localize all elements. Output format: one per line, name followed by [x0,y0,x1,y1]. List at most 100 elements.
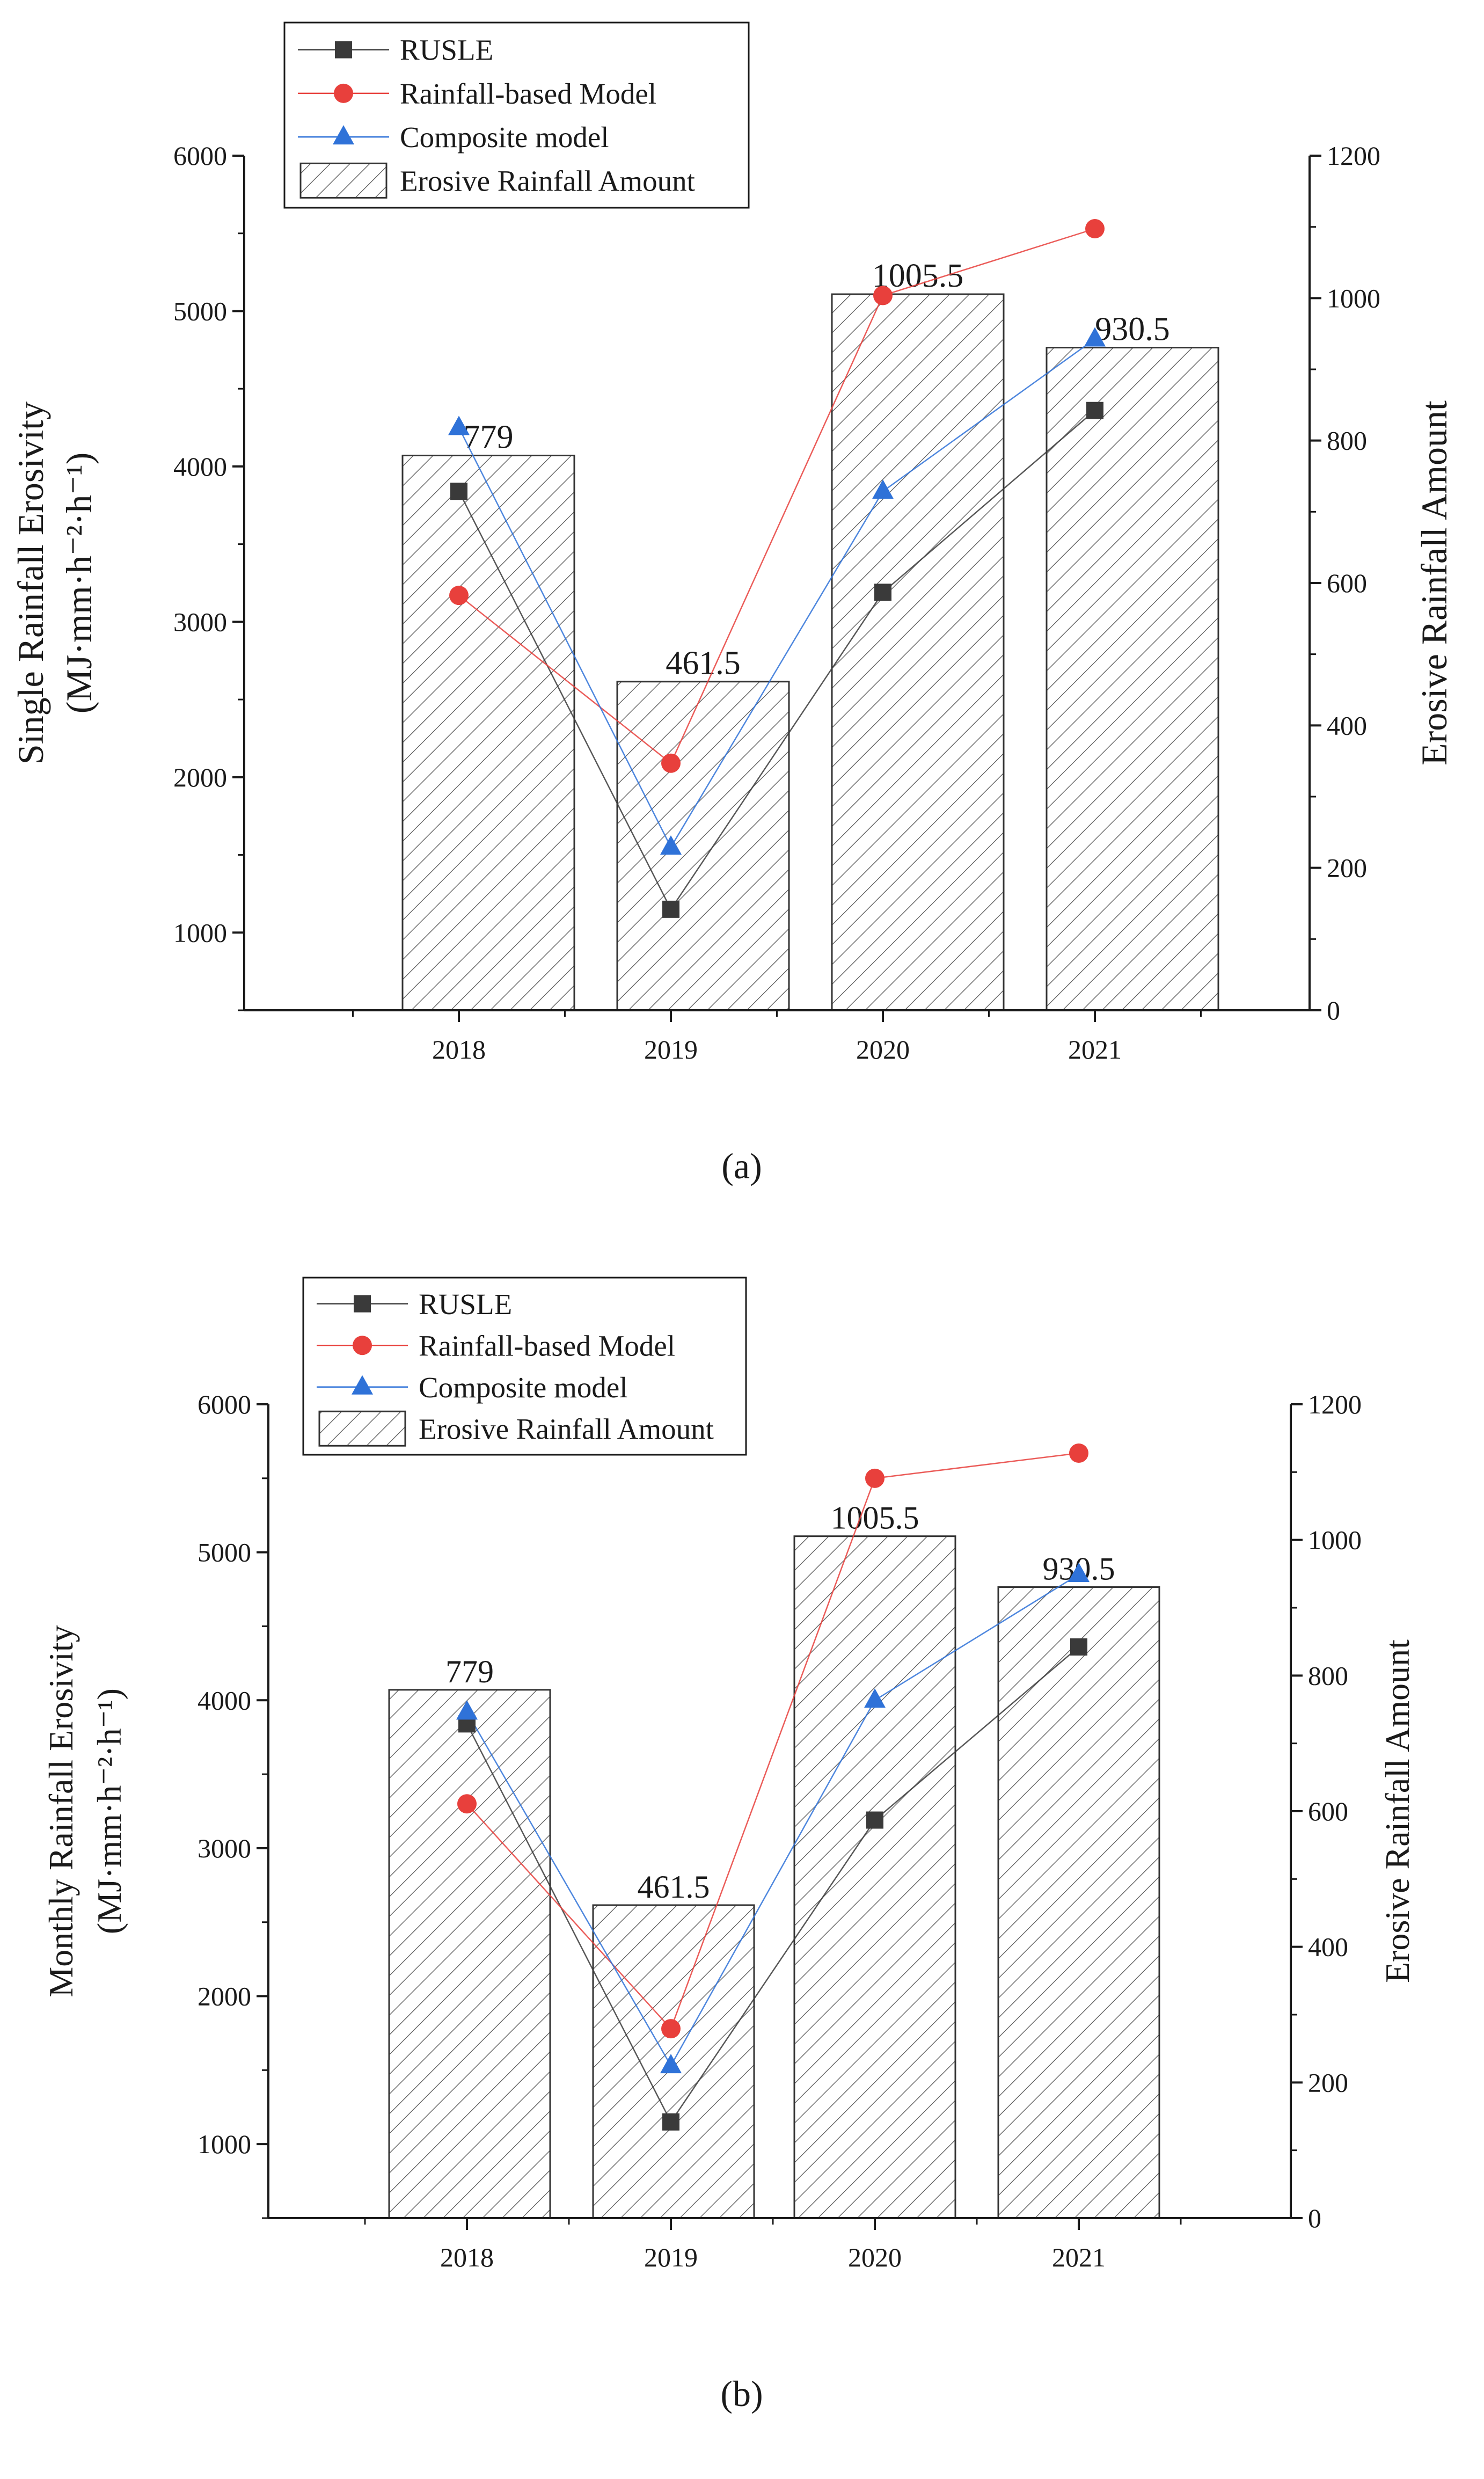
point-rusle-2020 [866,1811,883,1829]
bar-label-2019: 461.5 [638,1869,710,1905]
tick-label-right: 200 [1327,853,1367,883]
tick-label-left: 6000 [173,141,227,171]
bar-label-2021: 930.5 [1095,311,1170,348]
point-rusle-2019 [662,2113,679,2131]
legend-swatch-bar [318,1410,406,1447]
point-composite-model-2020 [872,479,894,499]
series-line-rusle [466,1646,1079,2124]
legend-label-bar: Erosive Rainfall Amount [400,164,695,197]
chart-a-svg: 779461.51005.5930.5100020003000400050006… [10,21,1454,1186]
bar-label-2019: 461.5 [666,645,741,682]
legend-marker-square [335,41,352,59]
legend-label-2: Composite model [400,121,609,154]
tick-label-left: 1000 [198,2129,251,2159]
point-rusle-2021 [1086,402,1103,419]
panel-caption: (b) [720,2373,763,2414]
tick-label-left: 3000 [173,607,227,637]
legend-label-1: Rainfall-based Model [419,1329,675,1362]
bar-2018 [388,1689,551,2219]
bar-2018 [401,455,575,1011]
tick-label-right: 200 [1308,2067,1348,2097]
tick-label-left: 4000 [173,451,227,482]
point-composite-model-2019 [660,2054,682,2074]
tick-label-right: 400 [1327,710,1367,740]
bar-2020 [831,293,1005,1011]
series-line-composite-model [458,338,1095,849]
x-tick-label-2019: 2019 [644,1034,698,1064]
tick-label-left: 5000 [198,1537,251,1567]
x-tick-label-2018: 2018 [432,1034,486,1064]
point-rusle-2019 [662,900,679,918]
bar-2019 [616,681,790,1011]
series-line-composite-model [466,1573,1079,2067]
tick-label-right: 400 [1308,1932,1348,1962]
chart-panel-a: 779 461.5 1005.5 930.5 1000 2000 3000 4000 5000 6… [10,21,1454,1186]
tick-label-left: 4000 [198,1685,251,1715]
legend-label-0: RUSLE [400,34,493,67]
y-axis-right-title: Erosive Rainfall Amount [1414,400,1454,765]
legend-marker-triangle [333,125,354,145]
point-rusle-2018 [450,483,467,500]
bar-label-2020: 1005.5 [831,1500,919,1536]
point-rainfall-based-model-2019 [661,2019,681,2039]
legend-swatch-bar [299,162,388,199]
x-tick-label-2020: 2020 [856,1034,910,1064]
y-axis-right-title: Erosive Rainfall Amount [1378,1639,1416,1983]
x-tick-label-2019: 2019 [644,2242,698,2272]
point-rainfall-based-model-2020 [873,286,893,305]
legend-label-0: RUSLE [419,1288,512,1321]
tick-label-left: 2000 [198,1981,251,2011]
tick-label-left: 1000 [173,917,227,947]
bar-label-2018: 779 [464,419,514,456]
chart-panel-b: 779461.51005.5930.5100020003000400050006… [0,1240,1484,2479]
point-rainfall-based-model-2021 [1069,1443,1088,1463]
point-rainfall-based-model-2021 [1085,219,1105,239]
series-line-rainfall-based-model [458,228,1095,764]
series-group [458,228,1095,911]
bar-2021 [997,1586,1160,2219]
y-axis-left-title-line1: Single Rainfall Erosivity [10,402,51,764]
tick-label-left: 5000 [173,296,227,326]
point-composite-model-2020 [864,1688,886,1708]
y-axis-left-title-line2: (MJ·mm·h⁻²·h⁻¹) [59,453,99,714]
chart-b-svg: 779461.51005.5930.5100020003000400050006… [42,1277,1416,2414]
tick-label-right: 1000 [1308,1525,1362,1555]
legend-label-bar: Erosive Rainfall Amount [419,1412,714,1445]
y-axis-left-title-line2: (MJ·mm·h⁻²·h⁻¹) [90,1688,128,1934]
legend-marker-square [354,1295,371,1313]
tick-label-right: 0 [1308,2203,1321,2233]
legend-marker-circle [334,83,353,103]
series-group [466,1452,1079,2124]
point-composite-model-2018 [448,415,470,435]
x-tick-label-2018: 2018 [440,2242,494,2272]
tick-label-left: 3000 [198,1833,251,1863]
bar-2021 [1046,347,1219,1011]
tick-label-right: 0 [1327,995,1340,1025]
point-composite-model-2021 [1068,1562,1090,1582]
y-axis-left-title-line1: Monthly Rainfall Erosivity [42,1625,80,1997]
series-line-rainfall-based-model [466,1452,1079,2030]
tick-label-right: 1000 [1327,283,1380,313]
point-rainfall-based-model-2018 [457,1794,477,1814]
point-composite-model-2018 [456,1700,478,1720]
point-composite-model-2019 [660,835,682,855]
x-tick-label-2020: 2020 [848,2242,902,2272]
point-composite-model-2021 [1084,327,1106,347]
tick-label-right: 600 [1327,568,1367,598]
point-rusle-2021 [1070,1638,1087,1656]
tick-label-right: 1200 [1327,141,1380,171]
point-rainfall-based-model-2018 [449,586,469,606]
tick-label-right: 1200 [1308,1389,1362,1419]
legend-label-1: Rainfall-based Model [400,77,656,110]
x-tick-label-2021: 2021 [1068,1034,1122,1064]
bar-2020 [793,1535,956,2219]
legend-label-2: Composite model [419,1371,628,1404]
point-rainfall-based-model-2020 [865,1468,884,1488]
point-rainfall-based-model-2019 [661,753,681,773]
panel-caption: (a) [721,1146,762,1186]
tick-label-left: 2000 [173,762,227,792]
legend-marker-circle [353,1336,372,1355]
legend-marker-triangle [352,1375,373,1395]
x-tick-label-2021: 2021 [1052,2242,1106,2272]
point-rusle-2020 [874,584,891,601]
